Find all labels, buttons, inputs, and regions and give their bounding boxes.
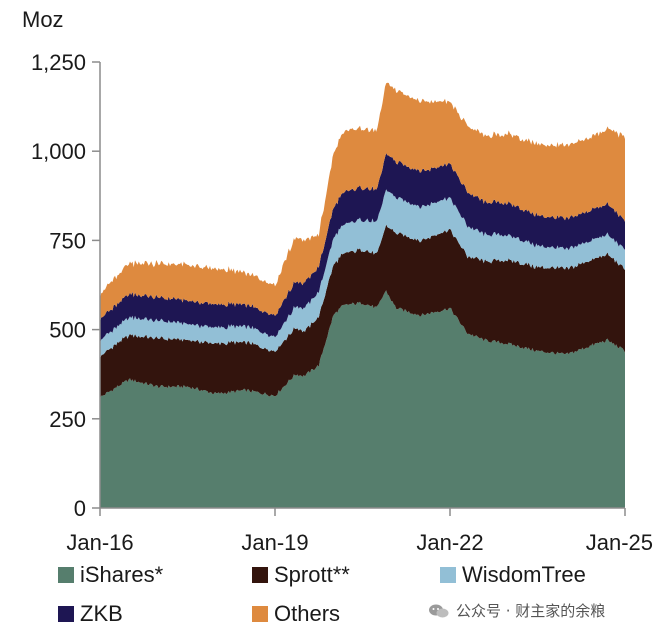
area-zkb [100,153,625,343]
x-tick-label: Jan-22 [416,530,483,555]
x-tick-label: Jan-25 [586,530,653,555]
area-ishares [100,290,625,508]
watermark: 公众号 · 财主家的余粮 [428,600,605,621]
legend: iShares* Sprott** WisdomTree ZKB Others [58,562,586,626]
watermark-text: 公众号 · 财主家的余粮 [456,602,606,620]
y-tick-label: 1,250 [31,50,86,75]
y-tick-label: 250 [49,407,86,432]
x-tick-label: Jan-19 [241,530,308,555]
y-tick-label: 500 [49,318,86,343]
legend-label: Others [274,601,340,626]
y-tick-label: 0 [74,496,86,521]
wechat-icon [429,604,449,617]
legend-label: iShares* [80,562,164,587]
x-tick-group: Jan-16 Jan-19 Jan-22 Jan-25 [66,508,653,555]
legend-swatch [252,606,268,622]
y-unit-label: Moz [22,7,64,32]
y-tick-group: 0 250 500 750 1,000 1,250 [31,50,100,521]
y-tick-label: 750 [49,228,86,253]
area-series-group [100,82,625,508]
area-others [100,82,625,322]
legend-label: ZKB [80,601,123,626]
legend-label: WisdomTree [462,562,586,587]
legend-swatch [252,567,268,583]
x-tick-label: Jan-16 [66,530,133,555]
legend-swatch [58,606,74,622]
legend-swatch [58,567,74,583]
y-tick-label: 1,000 [31,139,86,164]
area-sprott [100,224,625,399]
area-wisdomtree [100,189,625,359]
legend-label: Sprott** [274,562,350,587]
legend-swatch [440,567,456,583]
